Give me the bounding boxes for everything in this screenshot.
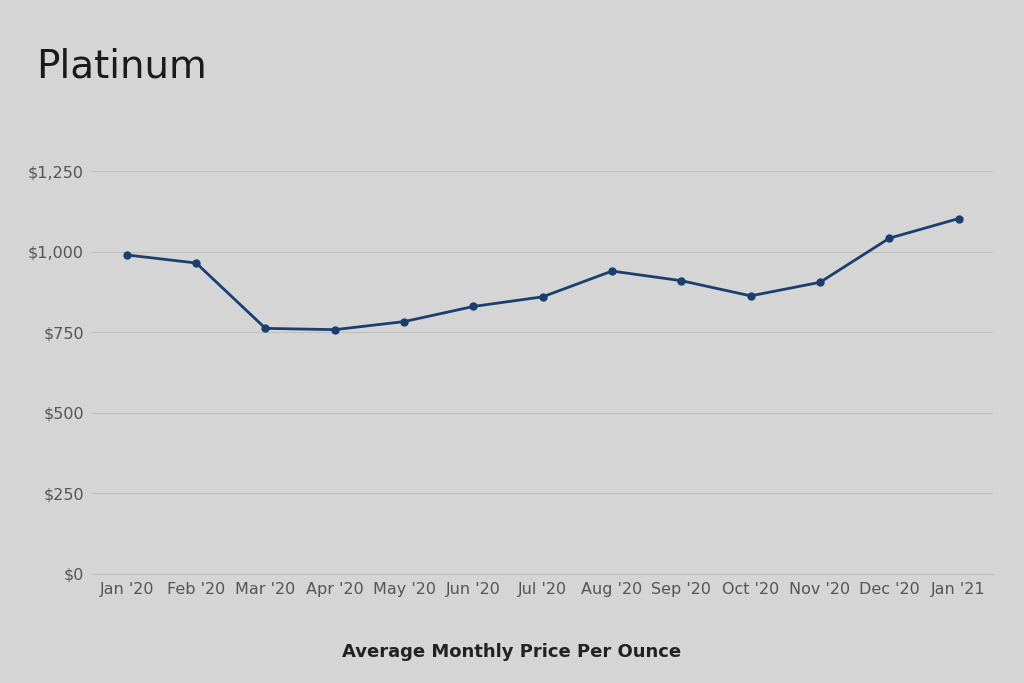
Text: Platinum: Platinum	[36, 48, 207, 86]
Text: Average Monthly Price Per Ounce: Average Monthly Price Per Ounce	[342, 643, 682, 661]
